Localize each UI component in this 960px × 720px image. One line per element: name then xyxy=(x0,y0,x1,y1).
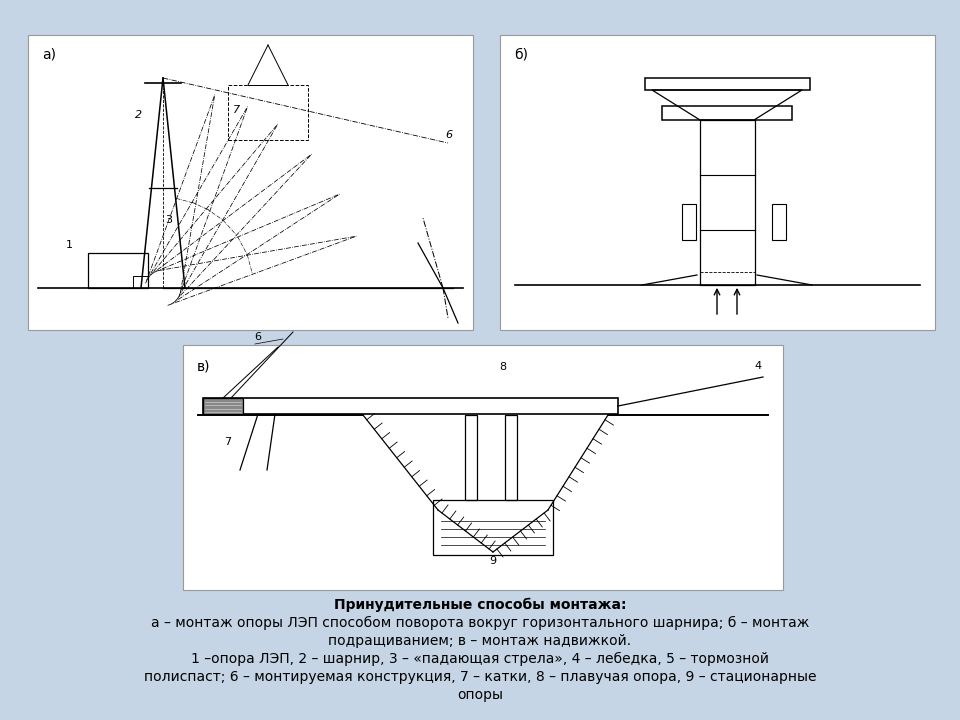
Bar xyxy=(772,204,786,240)
Text: 2: 2 xyxy=(135,110,142,120)
Bar xyxy=(88,253,148,288)
Text: Принудительные способы монтажа:: Принудительные способы монтажа: xyxy=(334,598,626,612)
Bar xyxy=(645,78,810,90)
Text: 1: 1 xyxy=(66,240,73,250)
Bar xyxy=(682,204,696,240)
Bar xyxy=(203,398,618,414)
Text: полиспаст; 6 – монтируемая конструкция, 7 – катки, 8 – плавучая опора, 9 – стаци: полиспаст; 6 – монтируемая конструкция, … xyxy=(144,670,816,684)
Text: б): б) xyxy=(514,47,528,61)
Text: в): в) xyxy=(197,359,210,373)
Bar xyxy=(662,106,792,120)
Bar xyxy=(465,415,477,500)
Bar xyxy=(183,345,783,590)
Text: подращиванием; в – монтаж надвижкой.: подращиванием; в – монтаж надвижкой. xyxy=(328,634,632,648)
Bar xyxy=(228,85,308,140)
Bar xyxy=(700,120,755,285)
Text: 7: 7 xyxy=(233,105,240,115)
Bar xyxy=(203,398,243,414)
Text: 7: 7 xyxy=(225,437,231,447)
Text: опоры: опоры xyxy=(457,688,503,702)
Text: 8: 8 xyxy=(499,362,507,372)
Text: 6: 6 xyxy=(445,130,452,140)
Text: 3: 3 xyxy=(165,215,172,225)
Bar xyxy=(133,276,148,288)
Text: а – монтаж опоры ЛЭП способом поворота вокруг горизонтального шарнира; б – монта: а – монтаж опоры ЛЭП способом поворота в… xyxy=(151,616,809,630)
Bar xyxy=(500,35,935,330)
Bar xyxy=(505,415,517,500)
Text: 1 –опора ЛЭП, 2 – шарнир, 3 – «падающая стрела», 4 – лебедка, 5 – тормозной: 1 –опора ЛЭП, 2 – шарнир, 3 – «падающая … xyxy=(191,652,769,666)
Bar xyxy=(28,35,473,330)
Text: 4: 4 xyxy=(755,361,761,371)
Bar xyxy=(433,500,553,555)
Text: а): а) xyxy=(42,47,56,61)
Text: 9: 9 xyxy=(490,556,496,566)
Text: 6: 6 xyxy=(254,332,261,342)
